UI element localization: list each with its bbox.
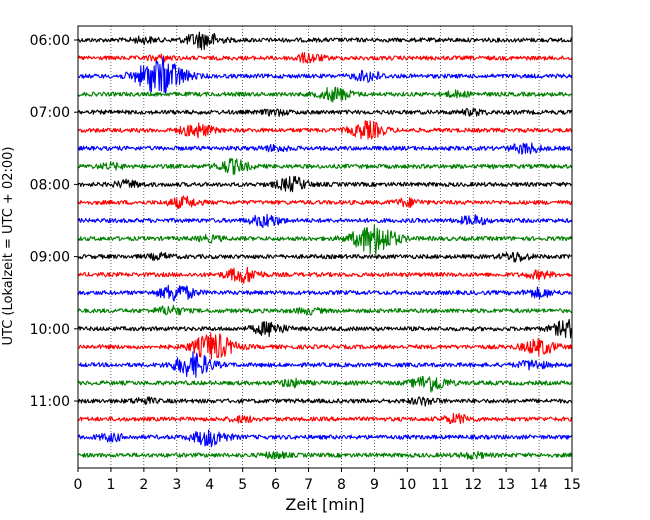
x-axis-label: Zeit [min] (285, 495, 364, 514)
seismogram-traces (77, 31, 573, 460)
x-tick-label: 10 (398, 477, 416, 493)
y-tick-label: 07:00 (30, 105, 70, 121)
trace-1145 (77, 450, 573, 460)
trace-1045 (77, 375, 573, 393)
trace-0645 (77, 86, 573, 103)
trace-1015 (77, 332, 573, 360)
x-tick-label: 15 (563, 477, 581, 493)
x-tick-label: 2 (139, 477, 148, 493)
trace-0730 (77, 142, 573, 155)
trace-0615 (77, 52, 573, 64)
trace-1115 (77, 412, 573, 425)
x-tick-label: 5 (238, 477, 247, 493)
trace-0800 (77, 175, 573, 193)
x-tick-label: 6 (271, 477, 280, 493)
trace-1130 (77, 429, 573, 448)
y-tick-label: 08:00 (30, 177, 70, 193)
x-tick-label: 12 (464, 477, 482, 493)
trace-0715 (77, 120, 573, 140)
y-tick-label: 11:00 (30, 394, 70, 410)
trace-0700 (77, 107, 573, 117)
trace-0630 (77, 56, 573, 95)
trace-0930 (77, 284, 573, 302)
x-tick-label: 7 (304, 477, 313, 493)
trace-1100 (77, 396, 573, 407)
y-tick-label: 06:00 (30, 33, 70, 49)
trace-0900 (77, 251, 573, 263)
trace-0600 (77, 31, 572, 51)
trace-1030 (77, 351, 573, 378)
trace-0745 (77, 157, 573, 175)
trace-1000 (77, 318, 573, 339)
trace-0815 (77, 195, 573, 210)
trace-0845 (77, 224, 573, 255)
y-axis-ticks: 06:00 07:00 08:00 09:00 10:00 11:00 (30, 33, 78, 410)
plot-frame (77, 25, 573, 469)
trace-0945 (78, 304, 573, 316)
x-tick-label: 0 (74, 477, 83, 493)
trace-0830 (77, 213, 573, 229)
y-tick-label: 10:00 (30, 322, 70, 338)
x-tick-label: 3 (172, 477, 181, 493)
x-axis-ticks: 0 1 2 3 4 5 6 7 8 9 10 11 12 13 14 15 (74, 468, 581, 493)
x-tick-label: 13 (497, 477, 515, 493)
x-tick-label: 4 (205, 477, 214, 493)
x-tick-label: 14 (530, 477, 548, 493)
y-tick-label: 09:00 (30, 250, 70, 266)
y-axis-label: UTC (Lokalzeit = UTC + 02:00) (1, 147, 16, 346)
x-tick-label: 1 (106, 477, 115, 493)
trace-0915 (77, 266, 573, 284)
x-tick-label: 8 (337, 477, 346, 493)
x-tick-label: 9 (370, 477, 379, 493)
x-tick-label: 11 (431, 477, 449, 493)
